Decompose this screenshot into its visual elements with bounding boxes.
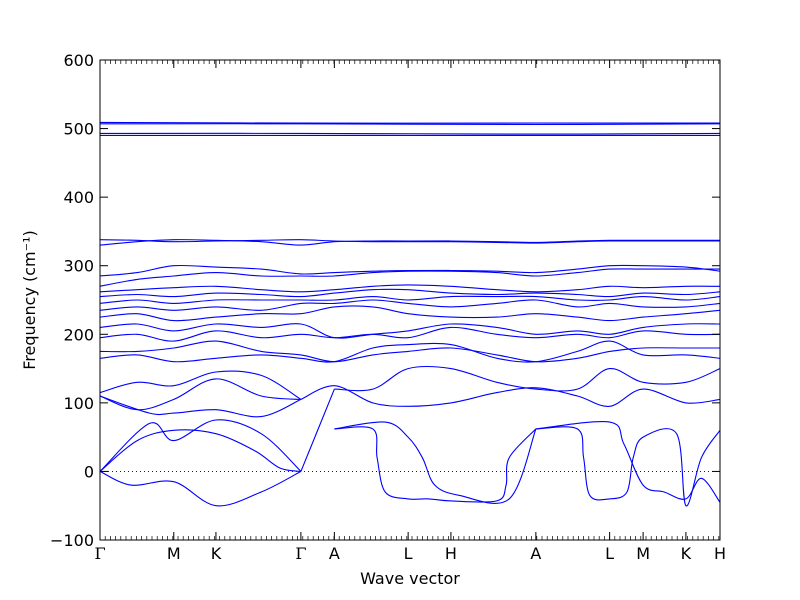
band-13 (334, 365, 721, 392)
y-tick-label-7: 500 (63, 120, 94, 139)
band-2 (99, 429, 301, 472)
band-26 (99, 239, 720, 244)
x-tick-label-4: Γ (295, 544, 306, 563)
band-17 (99, 323, 721, 339)
band-20 (99, 295, 721, 304)
y-tick-label-2: 0 (84, 462, 94, 481)
y-tick-label-3: 100 (63, 394, 94, 413)
x-tick-label-9: L (605, 544, 614, 563)
band-28 (99, 132, 721, 135)
x-tick-label-5: A (329, 544, 340, 563)
band-21 (99, 288, 721, 298)
dispersion-curves (99, 121, 721, 507)
band-7 (535, 426, 721, 507)
band-15 (99, 340, 720, 363)
band-12 (300, 385, 721, 407)
band-25 (99, 239, 720, 246)
band-3 (99, 419, 302, 472)
band-8 (535, 421, 721, 503)
band-5 (334, 426, 537, 503)
y-axis-label: Frequency (cm⁻¹) (20, 230, 39, 369)
band-19 (99, 299, 721, 311)
band-6 (334, 421, 537, 504)
band-23 (99, 268, 720, 287)
y-tick-label-4: 200 (63, 325, 94, 344)
band-1 (99, 470, 302, 507)
x-tick-label-2: M (167, 544, 181, 563)
x-tick-label-12: H (714, 544, 726, 563)
band-4 (300, 388, 335, 472)
x-tick-label-6: L (404, 544, 413, 563)
band-11 (99, 370, 302, 400)
x-tick-label-1: Γ (94, 544, 105, 563)
band-29 (99, 123, 721, 126)
x-tick-label-11: K (681, 544, 692, 563)
y-tick-label-6: 400 (63, 188, 94, 207)
band-14 (99, 340, 721, 363)
x-tick-label-8: A (530, 544, 541, 563)
band-16 (99, 326, 721, 342)
x-axis-label: Wave vector (360, 569, 460, 588)
plot-frame (99, 59, 721, 541)
band-10 (99, 395, 302, 418)
band-22 (99, 284, 721, 293)
x-tick-label-3: K (211, 544, 222, 563)
band-30 (99, 121, 720, 124)
x-tick-label-7: H (445, 544, 457, 563)
band-9 (99, 378, 301, 411)
y-tick-label-1: −100 (50, 531, 94, 550)
y-axis-ticks: −100 0 100 200 300 400 500 600 (50, 51, 720, 550)
band-18 (99, 305, 721, 322)
y-tick-label-5: 300 (63, 257, 94, 276)
y-tick-label-8: 600 (63, 51, 94, 70)
x-tick-label-10: M (636, 544, 650, 563)
band-24 (99, 264, 721, 277)
